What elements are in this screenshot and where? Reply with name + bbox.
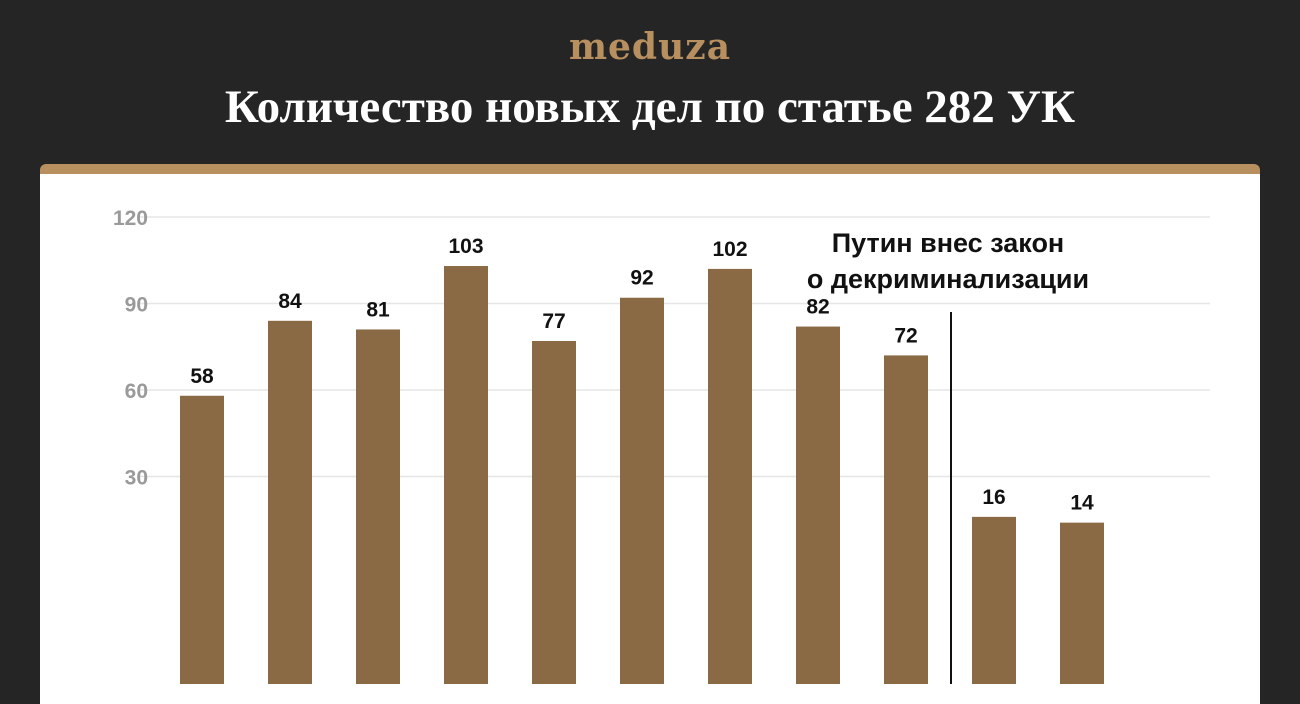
data-label: 102: [712, 238, 747, 261]
bar: [180, 395, 224, 684]
data-label: 72: [894, 324, 917, 347]
data-label: 77: [542, 310, 565, 333]
data-label: 103: [448, 235, 483, 258]
data-label: 92: [630, 267, 653, 290]
data-label: 81: [366, 298, 390, 321]
data-label: 84: [278, 290, 302, 313]
data-label: 82: [806, 296, 829, 319]
bar: [972, 516, 1016, 684]
meduza-logo: meduza: [568, 26, 732, 68]
bar: [532, 340, 576, 684]
bar: [444, 266, 488, 684]
data-label: 58: [190, 365, 214, 388]
annotation-text: Путин внес закон: [832, 228, 1065, 258]
bar-chart: 30 60 90 120 58 84 81 103 77 92 102 82 72 16 14 Путин в…: [113, 207, 1210, 684]
y-tick-label: 30: [125, 467, 148, 490]
annotation-text: о декриминализации: [807, 264, 1089, 294]
bar: [268, 320, 312, 684]
y-tick-label: 60: [125, 380, 148, 403]
y-tick-label: 120: [113, 207, 148, 230]
bar: [708, 268, 752, 684]
data-label: 16: [982, 486, 1005, 509]
bar: [620, 297, 664, 684]
bar: [356, 329, 400, 684]
data-label: 14: [1070, 492, 1094, 515]
bar: [796, 326, 840, 684]
y-tick-label: 90: [125, 294, 148, 317]
bar: [884, 355, 928, 684]
bar: [1060, 522, 1104, 684]
chart-title: Количество новых дел по статье 282 УК: [224, 81, 1076, 133]
